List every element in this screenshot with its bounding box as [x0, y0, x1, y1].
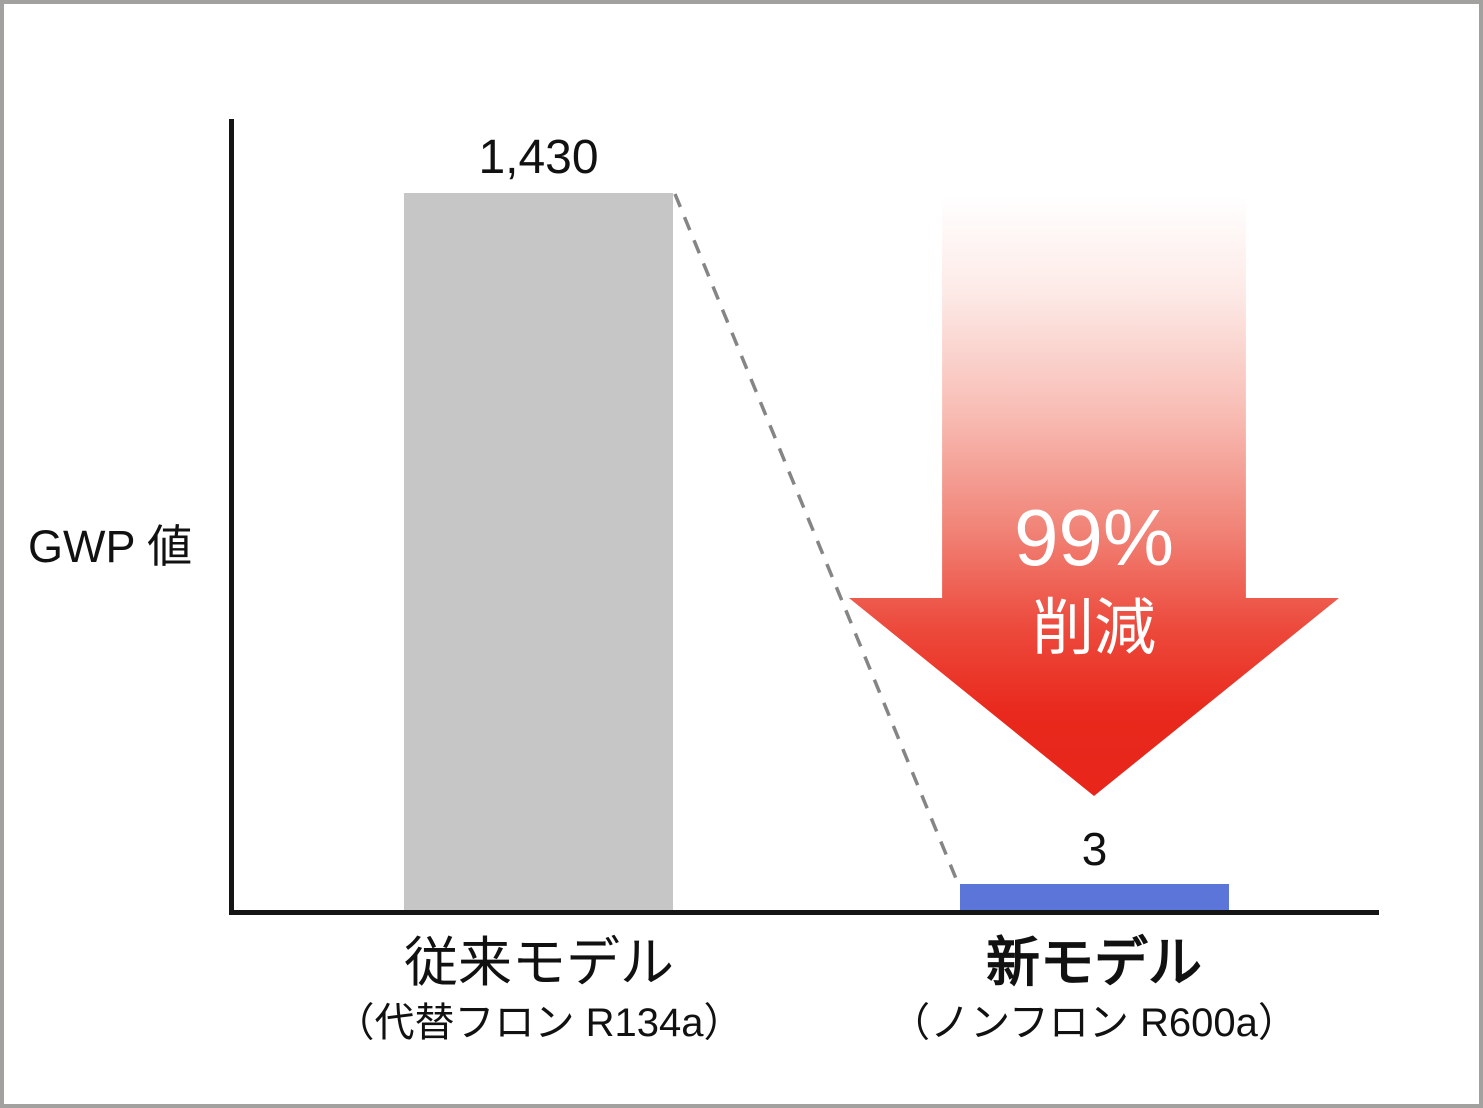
- reduction-label-text: 削減: [1031, 594, 1156, 663]
- x-axis-line: [229, 910, 1379, 915]
- category-new-model: 新モデル （ノンフロン R600a）: [784, 932, 1404, 1048]
- y-axis-label: GWP 値: [28, 521, 193, 572]
- category-conventional-model: 従来モデル （代替フロン R134a）: [229, 932, 849, 1048]
- reduction-percent-text: 99%: [1013, 493, 1175, 582]
- value-label-conventional: 1,430: [478, 131, 599, 184]
- reduction-arrow-icon: 99% 削減: [849, 196, 1339, 796]
- bar-conventional-model: [404, 193, 673, 910]
- category-title-new: 新モデル: [986, 933, 1202, 993]
- value-label-new: 3: [1081, 823, 1108, 875]
- bar-new-model: [960, 884, 1229, 910]
- category-title-conventional: 従来モデル: [404, 933, 674, 993]
- category-subtitle-conventional: （代替フロン R134a）: [334, 1001, 744, 1045]
- y-axis-line: [229, 119, 234, 915]
- category-subtitle-new: （ノンフロン R600a）: [890, 1001, 1298, 1045]
